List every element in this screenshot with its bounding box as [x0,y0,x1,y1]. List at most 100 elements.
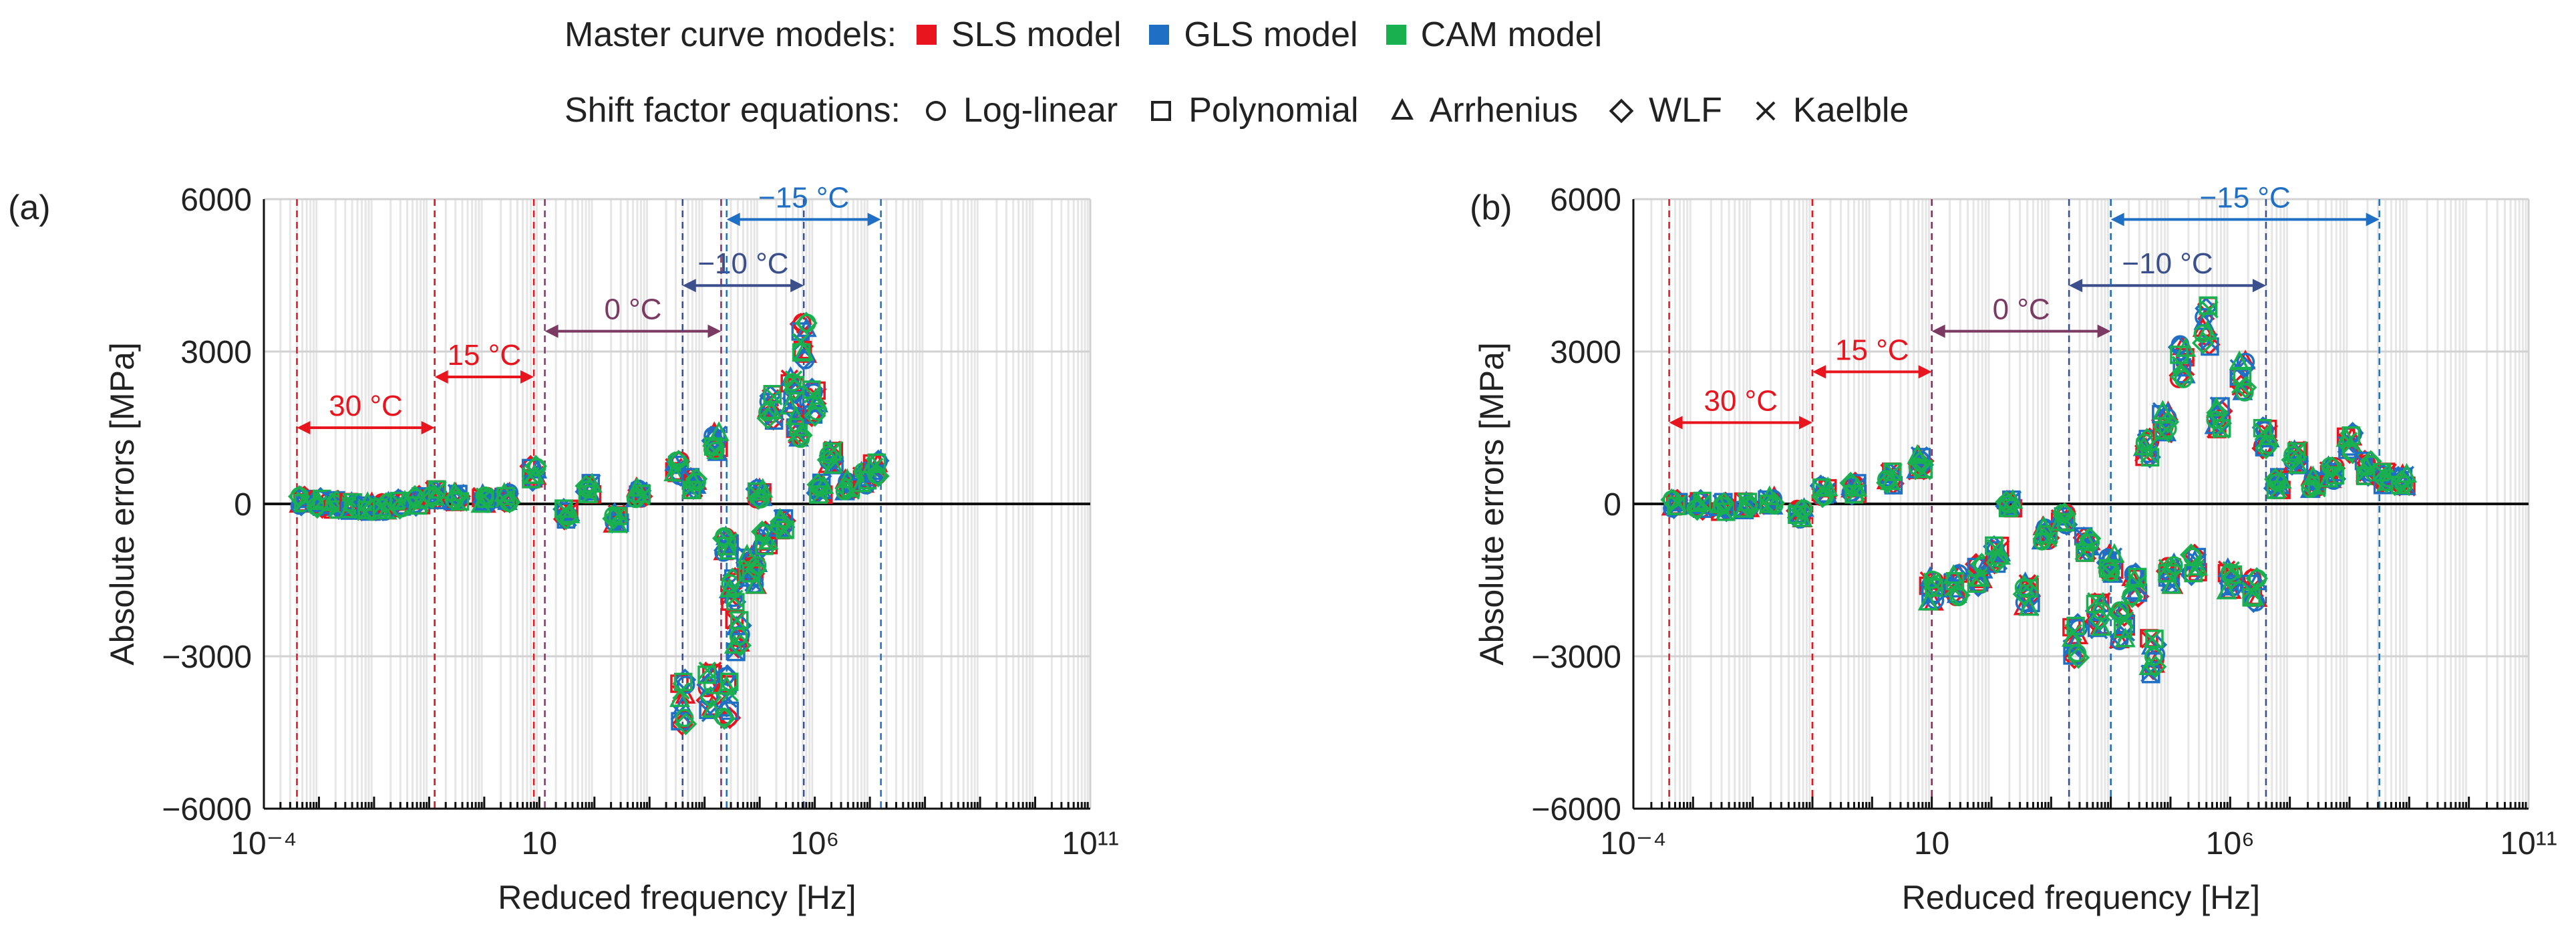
circle-marker-icon [925,101,946,121]
data-point [795,311,818,335]
data-point [1947,583,1971,607]
data-point [1923,573,1946,597]
data-point [428,480,446,499]
data-point [793,341,814,361]
data-cluster [713,664,742,730]
data-point [1967,569,1985,587]
data-point [2002,489,2024,509]
data-cluster [701,421,730,461]
data-point [1847,483,1865,501]
data-point [747,482,766,501]
data-point [521,466,540,485]
data-point [2222,561,2240,579]
data-cluster [2239,567,2269,614]
data-point [1669,495,1687,513]
data-point [1986,539,2004,557]
x-axis-title: Reduced frequency [Hz] [498,879,856,916]
data-point [713,707,736,730]
data-point [1839,471,1863,495]
data-cluster [669,668,697,736]
arrow-head-right [2252,279,2266,293]
data-point [713,696,734,717]
legend-shift-item: Arrhenius [1387,90,1578,130]
data-point [2172,356,2190,374]
x-tick-label: 10 [522,826,557,861]
data-point [575,474,598,498]
data-point [1908,450,1931,474]
data-cluster [1876,462,1905,495]
y-tick-label: 3000 [180,335,252,370]
arrow-head-right [421,421,435,434]
data-point [2075,543,2094,562]
arrow-head-left [434,370,448,384]
data-point [1685,498,1709,521]
data-point [721,684,739,702]
legend-shift-label: Kaelble [1792,91,1909,130]
data-point [2086,595,2105,614]
data-point [2064,624,2082,642]
data-point [2129,574,2147,592]
data-cluster [443,481,472,512]
data-cluster [745,477,774,510]
data-point [1790,499,1813,522]
data-cluster [2318,455,2347,491]
data-point [792,333,810,351]
data-cluster [816,439,844,476]
data-point [816,448,840,471]
data-point [2081,533,2100,552]
diamond-marker-icon [1609,98,1634,124]
arrow-head-left [1931,324,1945,338]
data-point [675,708,694,728]
data-point [2325,462,2343,481]
y-axis-title: Absolute errors [MPa] [104,342,141,666]
data-point [1885,463,1903,481]
data-point [475,486,498,509]
data-point [819,445,838,464]
data-cluster [2120,562,2150,609]
data-point [702,434,725,458]
data-cluster [2096,543,2125,583]
data-cluster [756,384,785,431]
x-tick-label: 10 [1914,826,1949,861]
data-point [2201,300,2219,319]
data-cluster [711,525,740,562]
arrow-head-right [867,213,881,227]
data-point [450,494,468,512]
data-point [803,404,826,427]
data-point [742,559,760,577]
chart-panel-a: 30 °C 15 °C 0 °C −10 °C −15 °C 6000 3000 0 −3000… [8,181,1119,916]
data-point [779,394,800,415]
data-point [2140,445,2158,464]
arrow-head-left [726,213,740,227]
temperature-range-label: −15 °C [758,181,849,214]
data-point [2221,563,2239,582]
data-point [729,634,752,657]
data-point [2199,296,2218,315]
data-point [2283,445,2302,464]
data-point [2340,431,2358,450]
legend-model-item: CAM model [1386,15,1602,55]
arrow-head-left [1812,365,1826,379]
data-point [2289,440,2307,458]
data-point [834,477,858,500]
legend-shift-item: Polynomial [1146,90,1359,130]
data-point [429,481,447,499]
legend-color-swatch [1149,25,1170,45]
data-point [627,477,648,497]
x-tick-label: 10¹¹ [2500,826,2557,861]
data-point [495,490,513,508]
data-point [556,501,574,519]
arrow-head-left [544,324,558,338]
data-cluster [519,454,548,493]
data-cluster [806,472,834,505]
legend-shift-label: WLF [1649,91,1722,130]
data-cluster [679,466,708,500]
chart-panel-b: 30 °C 15 °C 0 °C −10 °C −15 °C 6000 3000 0 −3000… [1470,181,2557,916]
data-point [2245,567,2269,590]
data-cluster [2388,462,2418,497]
data-point [2145,630,2164,648]
data-cluster [625,477,653,509]
data-cluster [1660,488,1689,519]
data-point [444,481,465,501]
data-cluster [575,472,603,504]
